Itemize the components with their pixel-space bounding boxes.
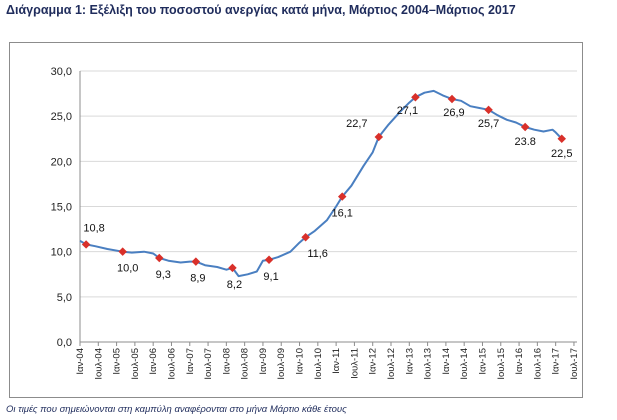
data-marker	[81, 240, 91, 249]
x-tick-label: Ιουλ-16	[532, 348, 543, 380]
x-tick-label: Ιουλ-08	[240, 348, 251, 380]
data-marker	[228, 263, 237, 273]
data-marker	[484, 105, 493, 115]
x-tick-label: Ιαν-17	[551, 348, 562, 375]
data-marker	[264, 255, 274, 265]
x-tick-label: Ιαν-10	[295, 348, 306, 375]
y-tick-label: 30,0	[51, 66, 72, 78]
chart-title: Διάγραμμα 1: Εξέλιξη του ποσοστού ανεργί…	[6, 3, 516, 17]
gridlines	[80, 70, 577, 298]
x-tick-label: Ιουλ-14	[459, 348, 470, 380]
data-label: 16,1	[332, 208, 353, 220]
data-label: 22,7	[346, 118, 367, 130]
x-tick-label: Ιουλ-11	[349, 348, 360, 379]
chart-footnote: Οι τιμές που σημειώνονται στη καμπύλη αν…	[6, 404, 347, 415]
data-label: 8,2	[227, 279, 242, 291]
y-tick-label: 15,0	[51, 202, 72, 214]
data-marker	[337, 192, 347, 201]
x-tick-label: Ιουλ-09	[276, 348, 287, 380]
data-marker	[520, 122, 530, 132]
x-tick-label: Ιαν-11	[331, 348, 342, 374]
data-label: 22,5	[551, 148, 572, 160]
y-tick-label: 25,0	[51, 111, 72, 123]
data-marker	[301, 232, 310, 242]
x-tick-label: Ιαν-06	[148, 348, 159, 375]
x-tick-label: Ιαν-08	[221, 348, 232, 375]
data-label: 23.8	[514, 136, 535, 148]
x-tick-label: Ιουλ-07	[203, 348, 214, 380]
x-tick-label: Ιουλ-10	[313, 348, 324, 380]
data-label: 9,1	[263, 271, 278, 283]
x-tick-label: Ιαν-07	[185, 348, 196, 375]
x-tick-label: Ιουλ-13	[423, 348, 434, 380]
x-tick-label: Ιαν-16	[514, 348, 525, 375]
data-marker	[118, 247, 127, 256]
y-tick-label: 0,0	[57, 337, 72, 349]
x-tick-label: Ιουλ-17	[569, 348, 580, 380]
x-tick-label: Ιαν-12	[368, 348, 379, 375]
x-tick-label: Ιαν-15	[477, 348, 488, 375]
data-labels: 10,8 10,0 9,3 8,9 8,2 9,1 11,6 16,1 22,7 27,1 26,9…	[83, 105, 572, 291]
y-tick-label: 20,0	[51, 156, 72, 168]
x-tick-label: Ιουλ-12	[386, 348, 397, 380]
y-tick-label: 5,0	[57, 292, 72, 304]
data-label: 10,8	[83, 222, 104, 234]
data-label: 27,1	[397, 105, 418, 117]
x-tick-label: Ιαν-09	[258, 348, 269, 375]
x-tick-label: Ιαν-05	[112, 348, 123, 375]
x-tick-label: Ιουλ-04	[93, 348, 104, 380]
data-label: 26,9	[443, 107, 464, 119]
y-tick-label: 10,0	[51, 247, 72, 259]
x-tick-label: Ιαν-04	[75, 348, 86, 375]
y-axis-tick-labels: 0,0 5,0 10,0 15,0 20,0 25,0 30,0	[51, 66, 72, 349]
x-tick-label: Ιαν-14	[441, 348, 452, 375]
data-label: 8,9	[190, 273, 205, 285]
data-marker	[374, 132, 384, 142]
x-tick-label: Ιαν-13	[404, 348, 415, 375]
data-label: 11,6	[307, 248, 328, 260]
x-tick-label: Ιουλ-15	[496, 348, 507, 380]
data-label: 10,0	[117, 263, 138, 275]
data-label: 9,3	[156, 269, 171, 281]
data-marker	[191, 257, 201, 266]
data-marker	[411, 92, 420, 102]
x-axis: Ιαν-04 Ιουλ-04 Ιαν-05 Ιουλ-05 Ιαν-06 Ιουλ-06 Ι…	[75, 71, 580, 380]
x-tick-label: Ιουλ-05	[130, 348, 141, 380]
chart-frame	[9, 42, 583, 398]
x-tick-label: Ιουλ-06	[166, 348, 177, 380]
data-label: 25,7	[478, 118, 499, 130]
data-marker	[447, 94, 457, 104]
